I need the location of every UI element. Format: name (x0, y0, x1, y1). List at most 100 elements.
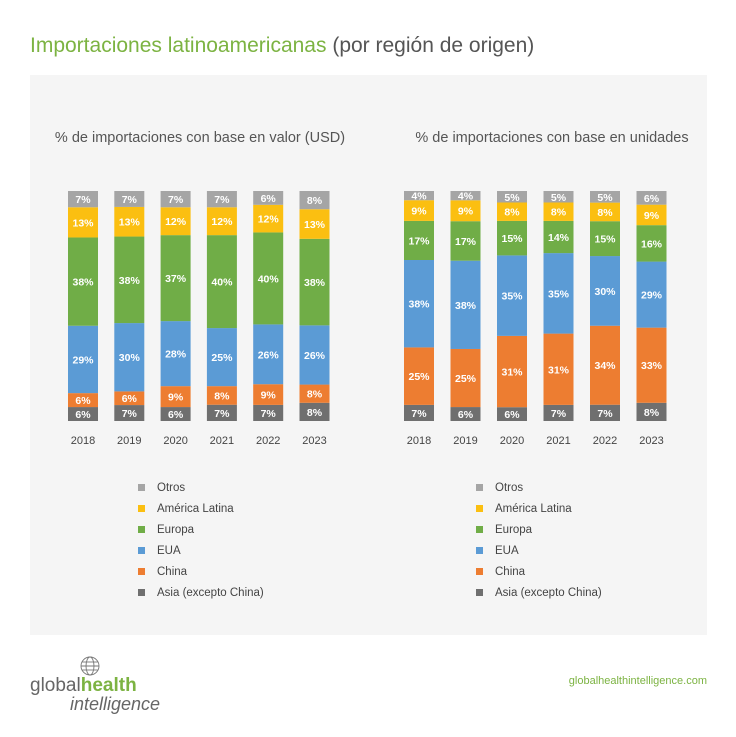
data-label: 12% (211, 216, 233, 228)
bar-segment (404, 191, 434, 201)
bar-segment (206, 207, 237, 236)
bar-segment (450, 260, 481, 349)
bar-segment (497, 407, 527, 421)
bar-segment (206, 191, 237, 208)
data-label: 40% (211, 277, 233, 289)
bar-segment (497, 202, 527, 221)
bar-segment (590, 191, 620, 203)
data-label: 6% (75, 409, 91, 421)
legend-entry: Asia (excepto China) (495, 587, 602, 599)
legend-entry: China (495, 566, 526, 578)
bar-segment (450, 221, 481, 261)
bar-segment (68, 393, 98, 408)
data-label: 9% (458, 206, 474, 218)
bar-segment (590, 325, 620, 405)
website-link[interactable]: globalhealthintelligence.com (568, 675, 707, 687)
chart-title: % de importaciones con base en unidades (415, 130, 688, 146)
legend-swatch (138, 589, 145, 596)
logo-global: global (30, 675, 81, 696)
data-label: 7% (122, 408, 138, 420)
legend-entry: Europa (157, 524, 195, 536)
tick-label: 2023 (302, 435, 326, 447)
bar-segment (114, 191, 145, 207)
chart-units-svg: % de importaciones con base en unidades 7… (404, 130, 689, 599)
data-label: 8% (214, 390, 230, 402)
bar-segment (543, 333, 574, 405)
tick-label: 2022 (593, 435, 617, 447)
bar-segment (404, 220, 434, 260)
legend-entry: América Latina (495, 503, 572, 515)
data-label: 8% (644, 407, 660, 419)
bar-segment (114, 323, 145, 392)
bar-segment (68, 407, 98, 421)
data-label: 34% (594, 360, 616, 372)
bar-segment (543, 202, 574, 221)
bar-segment (253, 404, 284, 421)
chart-value-svg: % de importaciones con base en valor (US… (55, 130, 345, 599)
bar-segment (160, 386, 191, 408)
bar-segment (253, 232, 284, 325)
bar-segment (590, 404, 620, 421)
title-main: Importaciones latinoamericanas (30, 34, 327, 57)
legend-entry: Asia (excepto China) (157, 587, 264, 599)
data-label: 17% (408, 235, 430, 247)
data-label: 7% (122, 194, 138, 206)
tick-label: 2019 (117, 435, 141, 447)
data-label: 15% (594, 234, 616, 246)
bar-segment (636, 261, 667, 328)
bar-segment (253, 324, 284, 385)
logo-health: health (81, 675, 137, 696)
bar-segment (543, 404, 574, 421)
data-label: 26% (304, 350, 326, 362)
data-label: 5% (597, 192, 613, 204)
legend-entry: China (157, 566, 188, 578)
legend-swatch (138, 484, 145, 491)
bar-segment (160, 235, 191, 322)
data-label: 38% (304, 277, 326, 289)
data-label: 30% (594, 286, 616, 298)
bar-segment (253, 191, 284, 205)
legend-swatch (138, 526, 145, 533)
data-label: 9% (168, 392, 184, 404)
tick-label: 2020 (163, 435, 187, 447)
legend-swatch (476, 526, 483, 533)
data-label: 17% (455, 236, 477, 248)
legend-entry: América Latina (157, 503, 234, 515)
chart-value: % de importaciones con base en valor (US… (30, 75, 368, 635)
bar-segment (68, 237, 98, 326)
tick-label: 2019 (453, 435, 477, 447)
charts-panel: % de importaciones con base en valor (US… (30, 75, 707, 635)
tick-label: 2022 (256, 435, 280, 447)
bar-segment (160, 407, 191, 421)
data-label: 13% (304, 219, 326, 231)
bar-segment (543, 191, 574, 203)
data-label: 9% (411, 206, 427, 218)
data-label: 35% (501, 291, 523, 303)
legend-entry: Otros (157, 482, 185, 494)
bar-segment (206, 328, 237, 387)
legend-swatch (476, 568, 483, 575)
bar-segment (68, 325, 98, 394)
bar-segment (543, 220, 574, 254)
bar-segment (299, 238, 330, 326)
bar-segment (160, 321, 191, 387)
bar-segment (68, 191, 98, 208)
data-label: 7% (214, 408, 230, 420)
bar-segment (299, 384, 330, 403)
data-label: 7% (551, 408, 567, 420)
data-label: 8% (551, 207, 567, 219)
bar-segment (114, 405, 145, 421)
bar-segment (253, 204, 284, 233)
bar-segment (160, 191, 191, 208)
data-label: 25% (211, 352, 233, 364)
tick-label: 2020 (500, 435, 524, 447)
bar-segment (636, 204, 667, 226)
data-label: 14% (548, 232, 570, 244)
legend-entry: EUA (495, 545, 519, 557)
data-label: 5% (551, 192, 567, 204)
bar-segment (253, 384, 284, 405)
legend-entry: Otros (495, 482, 523, 494)
data-label: 12% (258, 214, 280, 226)
bar-segment (299, 325, 330, 385)
legend-swatch (476, 547, 483, 554)
